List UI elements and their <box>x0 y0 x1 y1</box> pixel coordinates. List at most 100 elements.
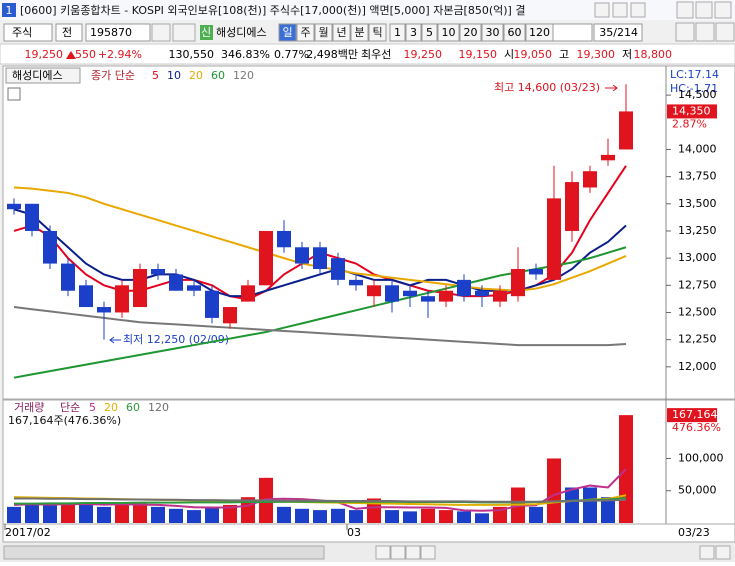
volume-bar <box>277 506 291 523</box>
market-select[interactable] <box>3 23 53 42</box>
mode-select[interactable] <box>55 23 83 42</box>
candle-body <box>133 269 147 308</box>
legend-entry: 5 <box>89 401 96 414</box>
interval-button[interactable] <box>389 23 406 42</box>
interval-button[interactable] <box>481 23 504 42</box>
period-button[interactable] <box>278 23 297 42</box>
volume-bar <box>61 503 75 523</box>
search-button[interactable] <box>151 23 171 42</box>
candle-body <box>241 285 255 302</box>
candle-body <box>187 285 201 291</box>
quote-open-label: 시 <box>504 48 514 61</box>
interval-button[interactable] <box>459 23 482 42</box>
volume-bar <box>7 506 21 523</box>
candle-body <box>493 290 507 302</box>
high-annotation: 최고 14,600 (03/23) <box>494 81 600 94</box>
quote-high-label: 고 <box>559 48 569 61</box>
price-panel <box>2 65 735 400</box>
volume-bar <box>583 487 597 523</box>
volume-bar <box>43 504 57 523</box>
price-legend-prefix: 종가 단순 <box>91 69 135 82</box>
interval-label: 1 <box>394 26 401 39</box>
date-input[interactable] <box>547 23 593 42</box>
volume-change-label: 476.36% <box>672 421 721 434</box>
legend-entry: 10 <box>167 69 181 82</box>
candle-body <box>619 111 633 150</box>
volume-bar <box>133 503 147 523</box>
y-tick-label: 14,000 <box>678 142 717 155</box>
new-badge-label: 신 <box>201 26 211 39</box>
interval-button[interactable] <box>405 23 422 42</box>
period-buttons: 일 주 월 년 분 틱 1 3 5 10 20 30 60 120 <box>278 23 554 42</box>
y-tick-label: 12,500 <box>678 305 717 318</box>
stock-tab[interactable] <box>5 67 81 84</box>
period-button[interactable] <box>350 23 369 42</box>
mode-label: 전 <box>62 26 72 39</box>
candle-body <box>601 154 615 161</box>
high-arrow <box>605 84 618 92</box>
nav-buttons[interactable] <box>375 545 731 560</box>
volume-bar <box>475 513 489 523</box>
candle-body <box>331 258 345 280</box>
x-tick-label: 03 <box>347 526 361 539</box>
market-select-label: 주식 <box>12 26 32 39</box>
interval-button[interactable] <box>421 23 438 42</box>
interval-button[interactable] <box>437 23 460 42</box>
volume-bar <box>25 503 39 523</box>
y-tick-label: 12,750 <box>678 278 717 291</box>
candle-body <box>223 307 237 324</box>
period-button[interactable] <box>296 23 315 42</box>
candle-body <box>97 307 111 313</box>
quote-low-label: 저 <box>622 48 632 61</box>
tool-icons[interactable] <box>675 22 735 42</box>
candle-body <box>547 198 561 280</box>
candle-body <box>367 285 381 297</box>
legend-entry: 60 <box>126 401 140 414</box>
code-input[interactable] <box>85 23 151 42</box>
volume-bar <box>187 510 201 523</box>
volume-bar <box>529 506 543 523</box>
grid-icon[interactable] <box>7 87 21 101</box>
quote-change: 550 <box>75 48 96 61</box>
interval-label: 120 <box>529 26 550 39</box>
candle-body <box>565 182 579 231</box>
period-button[interactable] <box>368 23 387 42</box>
interval-button[interactable] <box>525 23 554 42</box>
interval-label: 10 <box>442 26 456 39</box>
period-button[interactable] <box>314 23 333 42</box>
count-box <box>593 23 643 42</box>
app-icon-label: 1 <box>6 4 13 17</box>
candle-body <box>529 269 543 275</box>
window-buttons[interactable] <box>594 1 732 19</box>
candle-body <box>151 269 165 275</box>
volume-legend-title: 거래량 <box>14 401 44 414</box>
current-volume-label: 167,164 <box>672 408 718 421</box>
period-label: 일 <box>282 25 292 39</box>
candle-body <box>43 230 57 264</box>
current-price-box <box>667 104 717 119</box>
sound-button[interactable] <box>172 23 196 42</box>
volume-bar <box>385 510 399 523</box>
quote-high: 19,300 <box>577 48 616 61</box>
candle-body <box>205 290 219 318</box>
candle-body <box>169 274 183 291</box>
y-tick-label: 14,500 <box>678 88 717 101</box>
volume-bar <box>349 510 363 523</box>
interval-label: 20 <box>464 26 478 39</box>
period-label: 년 <box>336 26 346 39</box>
period-button[interactable] <box>332 23 351 42</box>
count-text: 35/214 <box>599 26 638 39</box>
quote-turnover: 0.77% <box>274 48 309 61</box>
quote-low: 18,800 <box>634 48 673 61</box>
quote-open: 19,050 <box>514 48 553 61</box>
y-tick-label: 12,000 <box>678 360 717 373</box>
change-label: 2.87% <box>672 117 707 130</box>
candle-body <box>385 285 399 302</box>
low-annotation: 최저 12,250 (02/09) <box>123 333 229 346</box>
scroll-thumb[interactable] <box>3 545 325 560</box>
quote-ask: 19,250 <box>404 48 443 61</box>
interval-button[interactable] <box>503 23 526 42</box>
lc-label: LC:17.14 <box>670 68 719 81</box>
interval-label: 30 <box>486 26 500 39</box>
